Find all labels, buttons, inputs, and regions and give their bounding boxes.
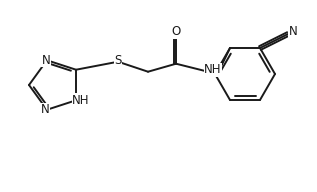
- Text: NH: NH: [72, 94, 90, 107]
- Text: N: N: [288, 25, 297, 37]
- Text: N: N: [42, 54, 50, 67]
- Text: N: N: [41, 103, 49, 116]
- Text: NH: NH: [204, 63, 222, 76]
- Text: O: O: [171, 25, 181, 38]
- Text: S: S: [114, 54, 122, 67]
